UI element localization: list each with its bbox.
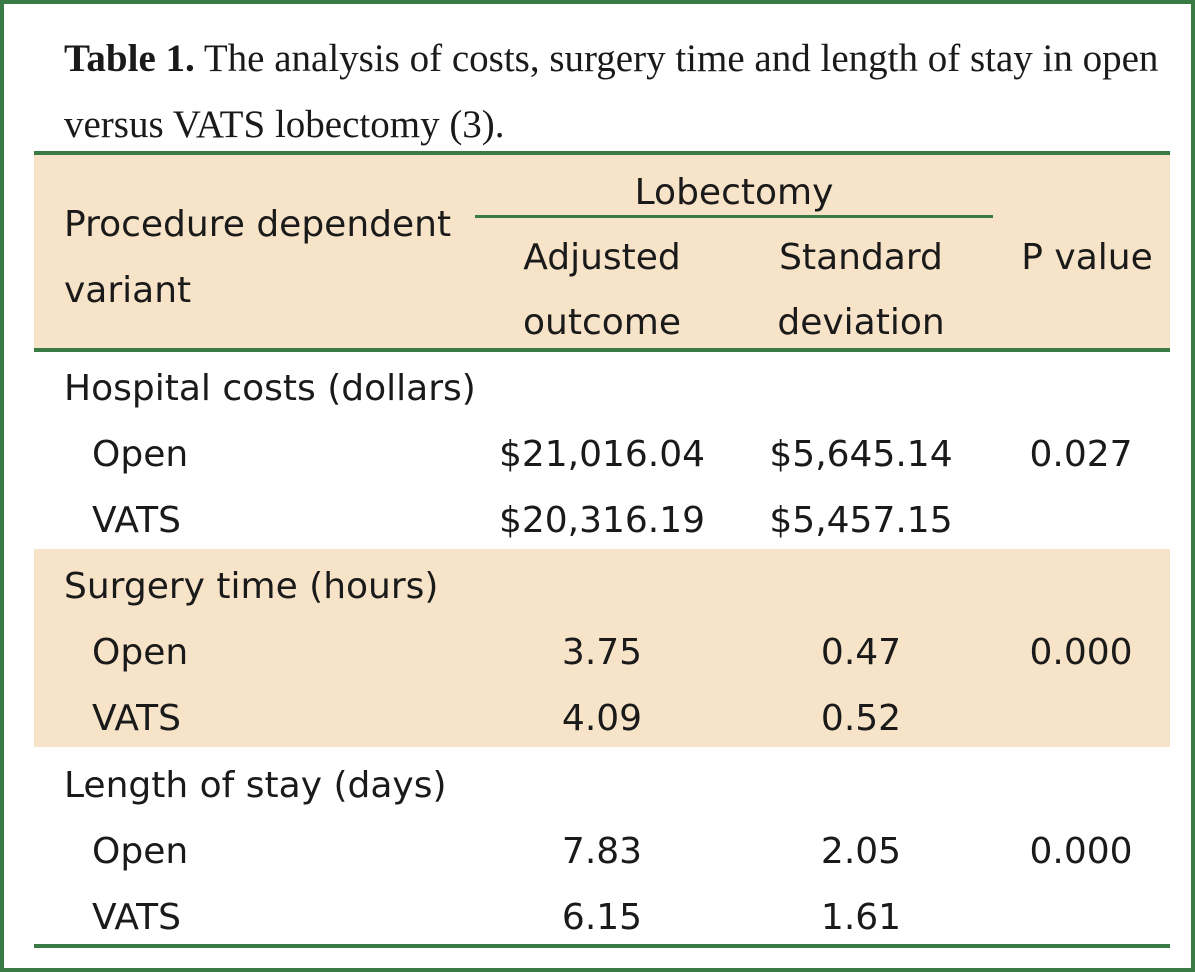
header-band	[34, 154, 1170, 351]
cell-surgery-vats-sd: 0.52	[820, 698, 902, 739]
cell-costs-vats-sd: $5,457.15	[769, 500, 953, 541]
header-lobectomy: Lobectomy	[634, 172, 834, 213]
section-title-costs: Hospital costs (dollars)	[64, 368, 476, 409]
cell-surgery-open-sd: 0.47	[820, 632, 902, 673]
cell-stay-vats-adjusted: 6.15	[561, 897, 643, 938]
caption-label: Table 1.	[64, 37, 195, 80]
top-rule	[34, 151, 1170, 155]
cell-costs-vats-adjusted: $20,316.19	[498, 500, 706, 541]
header-sd-line2: deviation	[777, 302, 945, 343]
caption-text: The analysis of costs, surgery time and …	[64, 37, 1159, 146]
cell-costs-open-sd: $5,645.14	[769, 434, 953, 475]
cell-costs-p: 0.027	[1029, 434, 1133, 475]
table-caption: Table 1. The analysis of costs, surgery …	[64, 26, 1164, 158]
row-label-surgery-open: Open	[92, 632, 189, 673]
cell-surgery-open-adjusted: 3.75	[561, 632, 643, 673]
cell-stay-vats-sd: 1.61	[820, 897, 902, 938]
row-label-stay-open: Open	[92, 831, 189, 872]
cell-stay-open-adjusted: 7.83	[561, 831, 643, 872]
header-rule	[34, 348, 1170, 352]
cell-surgery-vats-adjusted: 4.09	[561, 698, 643, 739]
header-adjusted-line2: outcome	[523, 302, 681, 343]
section-title-stay: Length of stay (days)	[64, 765, 447, 806]
header-adjusted-line1: Adjusted	[523, 237, 681, 278]
row-label-costs-open: Open	[92, 434, 189, 475]
row-label-stay-vats: VATS	[92, 897, 181, 938]
section-title-surgery: Surgery time (hours)	[64, 566, 439, 607]
header-procedure-line1: Procedure dependent	[64, 204, 452, 245]
section-band-surgery	[34, 549, 1170, 747]
cell-stay-open-sd: 2.05	[820, 831, 902, 872]
cell-stay-p: 0.000	[1029, 831, 1133, 872]
header-sd-line1: Standard	[779, 237, 943, 278]
row-label-surgery-vats: VATS	[92, 698, 181, 739]
header-p-value: P value	[1021, 237, 1153, 278]
bottom-rule	[34, 944, 1170, 948]
cell-surgery-p: 0.000	[1029, 632, 1133, 673]
lobectomy-underline	[475, 215, 993, 218]
cell-costs-open-adjusted: $21,016.04	[498, 434, 706, 475]
header-procedure-line2: variant	[64, 270, 192, 311]
row-label-costs-vats: VATS	[92, 500, 181, 541]
